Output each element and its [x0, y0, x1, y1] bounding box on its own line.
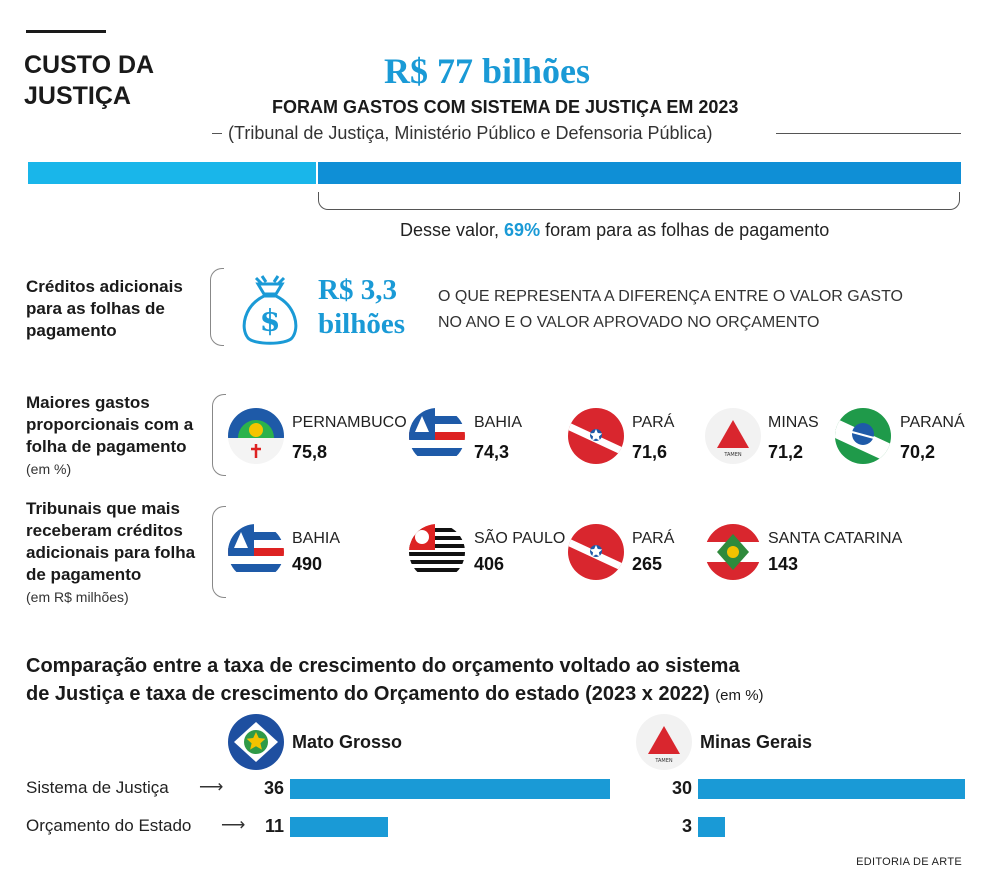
minas-gerais-flag-icon: TAMEN	[636, 714, 692, 770]
minas-flag-icon: TAMEN	[705, 408, 761, 464]
credit-label: EDITORIA DE ARTE	[856, 856, 962, 868]
payroll-percent: 69%	[504, 220, 541, 240]
orgaos-note: (Tribunal de Justiça, Ministério Público…	[228, 123, 713, 143]
state-label: SÃO PAULO	[474, 530, 566, 547]
money-bag-icon: $	[236, 270, 304, 353]
state-label: PERNAMBUCO	[292, 414, 407, 431]
state-value: 70,2	[900, 442, 936, 462]
maiores-label: Maiores gastos proporcionais com a folha…	[26, 393, 194, 477]
pernambuco-flag-icon	[228, 408, 284, 464]
state-value: 490	[292, 554, 323, 574]
tribunais-label: Tribunais que mais receberam créditos ad…	[26, 499, 196, 605]
arrow-right-icon: ⟶	[199, 777, 224, 796]
top-rule	[26, 30, 106, 33]
parana-flag-icon	[835, 408, 891, 464]
svg-text:TAMEN: TAMEN	[723, 452, 742, 458]
state-value: 406	[474, 554, 505, 574]
maiores-bracket	[212, 394, 226, 476]
bar-value-label: 36	[263, 778, 284, 798]
total-bar-rest	[28, 162, 316, 184]
total-amount: R$ 77 bilhões	[384, 51, 591, 91]
state-value: 265	[632, 554, 663, 574]
page-title: CUSTO DA JUSTIÇA	[24, 51, 154, 110]
bar	[290, 817, 388, 837]
comparison-title: Comparação entre a taxa de crescimento d…	[26, 655, 764, 705]
state-label: PARANÁ	[900, 414, 965, 431]
state-value: 75,8	[292, 442, 328, 462]
creditos-bracket	[210, 268, 224, 346]
total-bar-payroll	[318, 162, 961, 184]
state-value: 71,6	[632, 442, 668, 462]
divider-left	[212, 133, 222, 134]
payroll-brace	[318, 192, 960, 210]
svg-text:TAMEN: TAMEN	[654, 758, 673, 764]
creditos-desc: O QUE REPRESENTA A DIFERENÇA ENTRE O VAL…	[438, 288, 903, 331]
state-label: PARÁ	[632, 414, 675, 431]
bar-value-label: 11	[264, 816, 284, 836]
row-label-sistema: Sistema de Justiça	[26, 778, 169, 797]
series-name-minas-gerais: Minas Gerais	[700, 732, 813, 752]
bar-value-label: 3	[681, 816, 692, 836]
bahia-flag-icon	[228, 524, 284, 580]
bar	[698, 779, 965, 799]
creditos-label: Créditos adicionais para as folhas de pa…	[26, 277, 183, 340]
payroll-note: Desse valor, 69% foram para as folhas de…	[400, 220, 830, 240]
creditos-amount: R$ 3,3 bilhões	[318, 274, 406, 340]
row-label-orcamento: Orçamento do Estado	[26, 816, 192, 835]
bahia-flag-icon	[409, 408, 465, 464]
state-label: BAHIA	[474, 414, 523, 431]
series-name-mato-grosso: Mato Grosso	[292, 732, 403, 752]
divider-right	[776, 133, 961, 134]
state-value: 71,2	[768, 442, 804, 462]
state-label: MINAS	[768, 414, 819, 431]
tribunais-bracket	[212, 506, 226, 598]
state-value: 74,3	[474, 442, 510, 462]
bar-value-label: 30	[671, 778, 692, 798]
state-label: BAHIA	[292, 530, 341, 547]
state-label: SANTA CATARINA	[768, 530, 903, 547]
header-subtitle: FORAM GASTOS COM SISTEMA DE JUSTIÇA EM 2…	[272, 97, 739, 117]
para-flag-icon	[568, 524, 624, 580]
bar	[698, 817, 725, 837]
state-label: PARÁ	[632, 530, 675, 547]
sao-paulo-flag-icon	[409, 524, 465, 580]
bar	[290, 779, 610, 799]
state-value: 143	[768, 554, 799, 574]
mato-grosso-flag-icon	[228, 714, 284, 770]
para-flag-icon	[568, 408, 624, 464]
arrow-right-icon: ⟶	[221, 815, 246, 834]
santa-catarina-flag-icon	[705, 524, 761, 580]
svg-text:$: $	[260, 304, 281, 339]
